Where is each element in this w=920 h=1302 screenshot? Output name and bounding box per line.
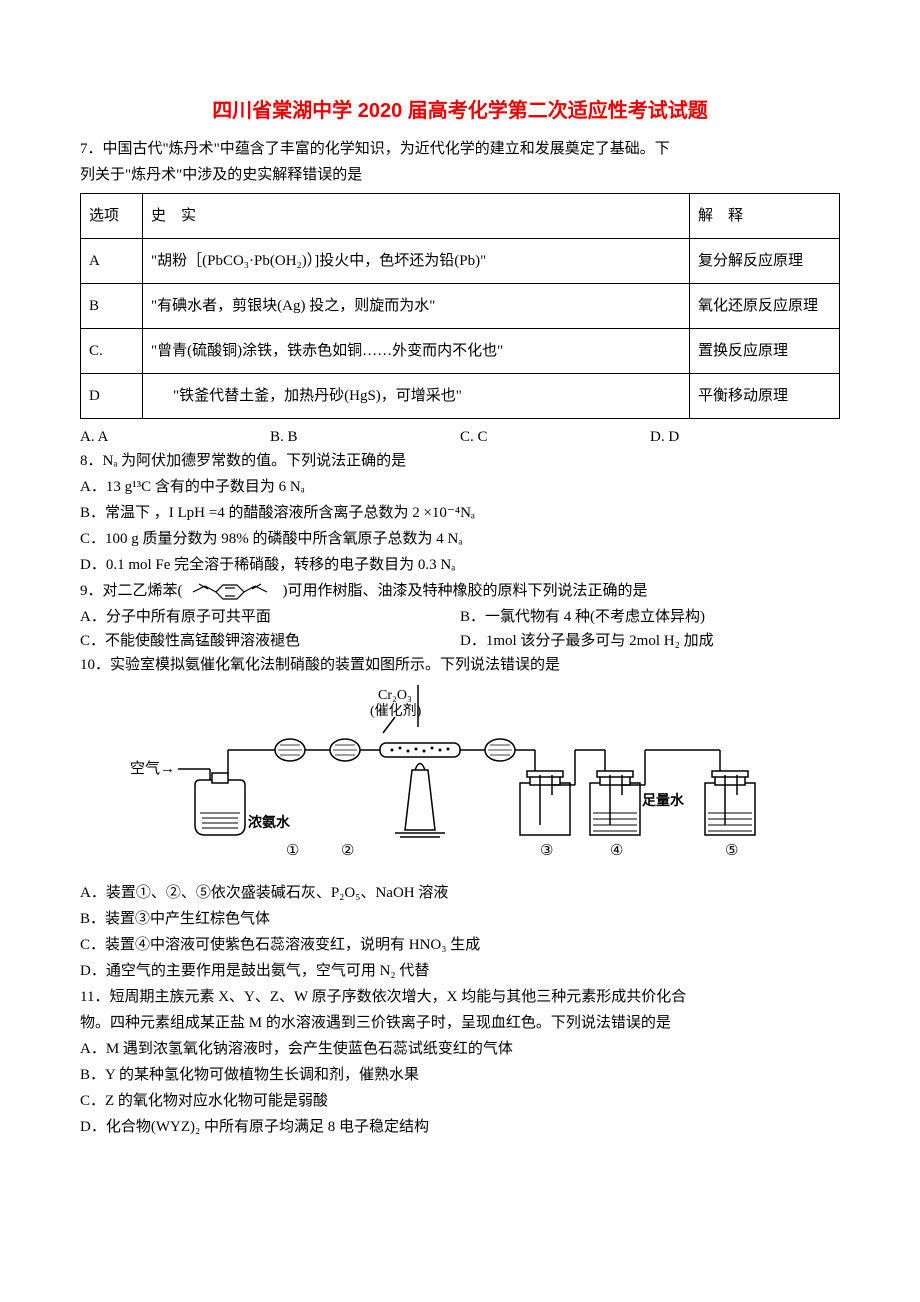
svg-text:②: ② <box>341 843 354 859</box>
opt-b: B. B <box>270 425 460 449</box>
svg-text:空气→: 空气→ <box>130 760 175 777</box>
svg-text:足量水: 足量水 <box>642 792 685 809</box>
cell: "有碘水者，剪银块(Ag) 投之，则旋而为水" <box>143 284 690 329</box>
opt-c: C. C <box>460 425 650 449</box>
q9-row1: A．分子中所有原子可共平面 B．一氯代物有 4 种(不考虑立体异构) <box>80 605 840 629</box>
q7-table: 选项 史 实 解 释 A "胡粉［(PbCO₃·Pb(OH₂)）]投火中，色坏还… <box>80 193 840 419</box>
q10-diagram: Cr₂O₃ (催化剂) 空气→ 浓氨水 <box>80 685 840 873</box>
opt-d: D. D <box>650 425 840 449</box>
q9-d: D．1mol 该分子最多可与 2mol H₂ 加成 <box>460 629 714 653</box>
svg-text:⑤: ⑤ <box>725 843 738 859</box>
table-row: A "胡粉［(PbCO₃·Pb(OH₂)）]投火中，色坏还为铅(Pb)" 复分解… <box>81 239 840 284</box>
exam-title: 四川省棠湖中学 2020 届高考化学第二次适应性考试试题 <box>80 95 840 127</box>
svg-text:浓氨水: 浓氨水 <box>248 814 291 831</box>
q9-b: B．一氯代物有 4 种(不考虑立体异构) <box>460 605 705 629</box>
table-header-row: 选项 史 实 解 释 <box>81 194 840 239</box>
cell: 复分解反应原理 <box>690 239 840 284</box>
q11-a: A．M 遇到浓氢氧化钠溶液时，会产生使蓝色石蕊试纸变红的气体 <box>80 1037 840 1061</box>
q10-stem: 10．实验室模拟氨催化氧化法制硝酸的装置如图所示。下列说法错误的是 <box>80 653 840 677</box>
q9-stem-post: )可用作树脂、油漆及特种橡胶的原料下列说法正确的是 <box>283 583 648 599</box>
benzene-structure-icon <box>183 581 283 603</box>
svg-text:①: ① <box>286 843 299 859</box>
q10-b: B．装置③中产生红棕色气体 <box>80 907 840 931</box>
q10-d: D．通空气的主要作用是鼓出氨气，空气可用 N₂ 代替 <box>80 959 840 983</box>
cell: D <box>81 374 143 419</box>
cell: A <box>81 239 143 284</box>
cell: 氧化还原反应原理 <box>690 284 840 329</box>
q9-a: A．分子中所有原子可共平面 <box>80 605 460 629</box>
q9-stem-pre: 9．对二乙烯苯( <box>80 583 183 599</box>
q8-stem: 8．Nₐ 为阿伏加德罗常数的值。下列说法正确的是 <box>80 449 840 473</box>
th-fact: 史 实 <box>143 194 690 239</box>
cell: "曾青(硫酸铜)涂铁，铁赤色如铜……外变而内不化也" <box>143 329 690 374</box>
svg-text:③: ③ <box>540 843 553 859</box>
svg-text:Cr₂O₃: Cr₂O₃ <box>378 688 412 703</box>
q8-a: A．13 g¹³C 含有的中子数目为 6 Nₐ <box>80 475 840 499</box>
cell: 平衡移动原理 <box>690 374 840 419</box>
q11-d: D．化合物(WYZ)₂ 中所有原子均满足 8 电子稳定结构 <box>80 1115 840 1139</box>
q9-c: C．不能使酸性高锰酸钾溶液褪色 <box>80 629 460 653</box>
svg-text:④: ④ <box>610 843 623 859</box>
q11-b: B．Y 的某种氢化物可做植物生长调和剂，催熟水果 <box>80 1063 840 1087</box>
q11-stem-line1: 11．短周期主族元素 X、Y、Z、W 原子序数依次增大，X 均能与其他三种元素形… <box>80 985 840 1009</box>
q8-b: B．常温下 ，I LpH =4 的醋酸溶液所含离子总数为 2 ×10⁻⁴Nₐ <box>80 501 840 525</box>
q9-row2: C．不能使酸性高锰酸钾溶液褪色 D．1mol 该分子最多可与 2mol H₂ 加… <box>80 629 840 653</box>
table-row: B "有碘水者，剪银块(Ag) 投之，则旋而为水" 氧化还原反应原理 <box>81 284 840 329</box>
q9-stem: 9．对二乙烯苯( )可用作树脂、油漆及特种橡胶的原料下列说法正确的是 <box>80 579 840 603</box>
th-explain: 解 释 <box>690 194 840 239</box>
cell: 置换反应原理 <box>690 329 840 374</box>
table-row: D "铁釜代替土釜，加热丹砂(HgS)，可增采也" 平衡移动原理 <box>81 374 840 419</box>
cell: C. <box>81 329 143 374</box>
q11-c: C．Z 的氧化物对应水化物可能是弱酸 <box>80 1089 840 1113</box>
q10-a: A．装置①、②、⑤依次盛装碱石灰、P₂O₅、NaOH 溶液 <box>80 881 840 905</box>
q7-stem-line1: 7．中国古代"炼丹术"中蕴含了丰富的化学知识，为近代化学的建立和发展奠定了基础。… <box>80 137 840 161</box>
q11-stem-line2: 物。四种元素组成某正盐 M 的水溶液遇到三价铁离子时，呈现血红色。下列说法错误的… <box>80 1011 840 1035</box>
table-row: C. "曾青(硫酸铜)涂铁，铁赤色如铜……外变而内不化也" 置换反应原理 <box>81 329 840 374</box>
th-option: 选项 <box>81 194 143 239</box>
opt-a: A. A <box>80 425 270 449</box>
q7-options: A. A B. B C. C D. D <box>80 425 840 449</box>
q8-c: C．100 g 质量分数为 98% 的磷酸中所含氧原子总数为 4 Nₐ <box>80 527 840 551</box>
svg-text:(催化剂): (催化剂) <box>370 703 422 719</box>
q8-d: D．0.1 mol Fe 完全溶于稀硝酸，转移的电子数目为 0.3 Nₐ <box>80 553 840 577</box>
q10-c: C．装置④中溶液可使紫色石蕊溶液变红，说明有 HNO₃ 生成 <box>80 933 840 957</box>
cell: "胡粉［(PbCO₃·Pb(OH₂)）]投火中，色坏还为铅(Pb)" <box>143 239 690 284</box>
cell: B <box>81 284 143 329</box>
q7-stem-line2: 列关于"炼丹术"中涉及的史实解释错误的是 <box>80 163 840 187</box>
cell: "铁釜代替土釜，加热丹砂(HgS)，可增采也" <box>143 374 690 419</box>
